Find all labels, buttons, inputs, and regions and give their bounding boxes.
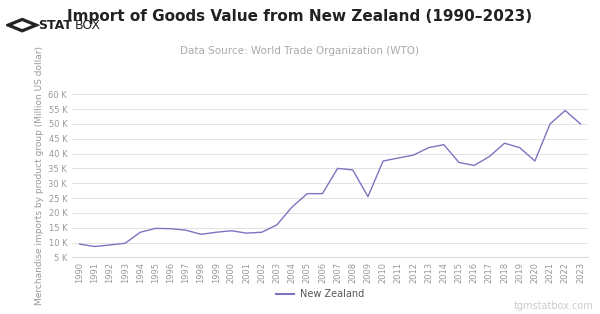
Text: Import of Goods Value from New Zealand (1990–2023): Import of Goods Value from New Zealand (… xyxy=(67,9,533,24)
Text: STAT: STAT xyxy=(38,19,72,32)
Text: tgmstatbox.com: tgmstatbox.com xyxy=(514,301,594,311)
Text: New Zealand: New Zealand xyxy=(300,289,364,299)
Polygon shape xyxy=(13,21,31,29)
Text: BOX: BOX xyxy=(74,19,101,32)
Text: Data Source: World Trade Organization (WTO): Data Source: World Trade Organization (W… xyxy=(181,46,419,56)
Polygon shape xyxy=(5,18,40,32)
Y-axis label: Merchandise imports by product group (Million US dollar): Merchandise imports by product group (Mi… xyxy=(35,46,44,305)
